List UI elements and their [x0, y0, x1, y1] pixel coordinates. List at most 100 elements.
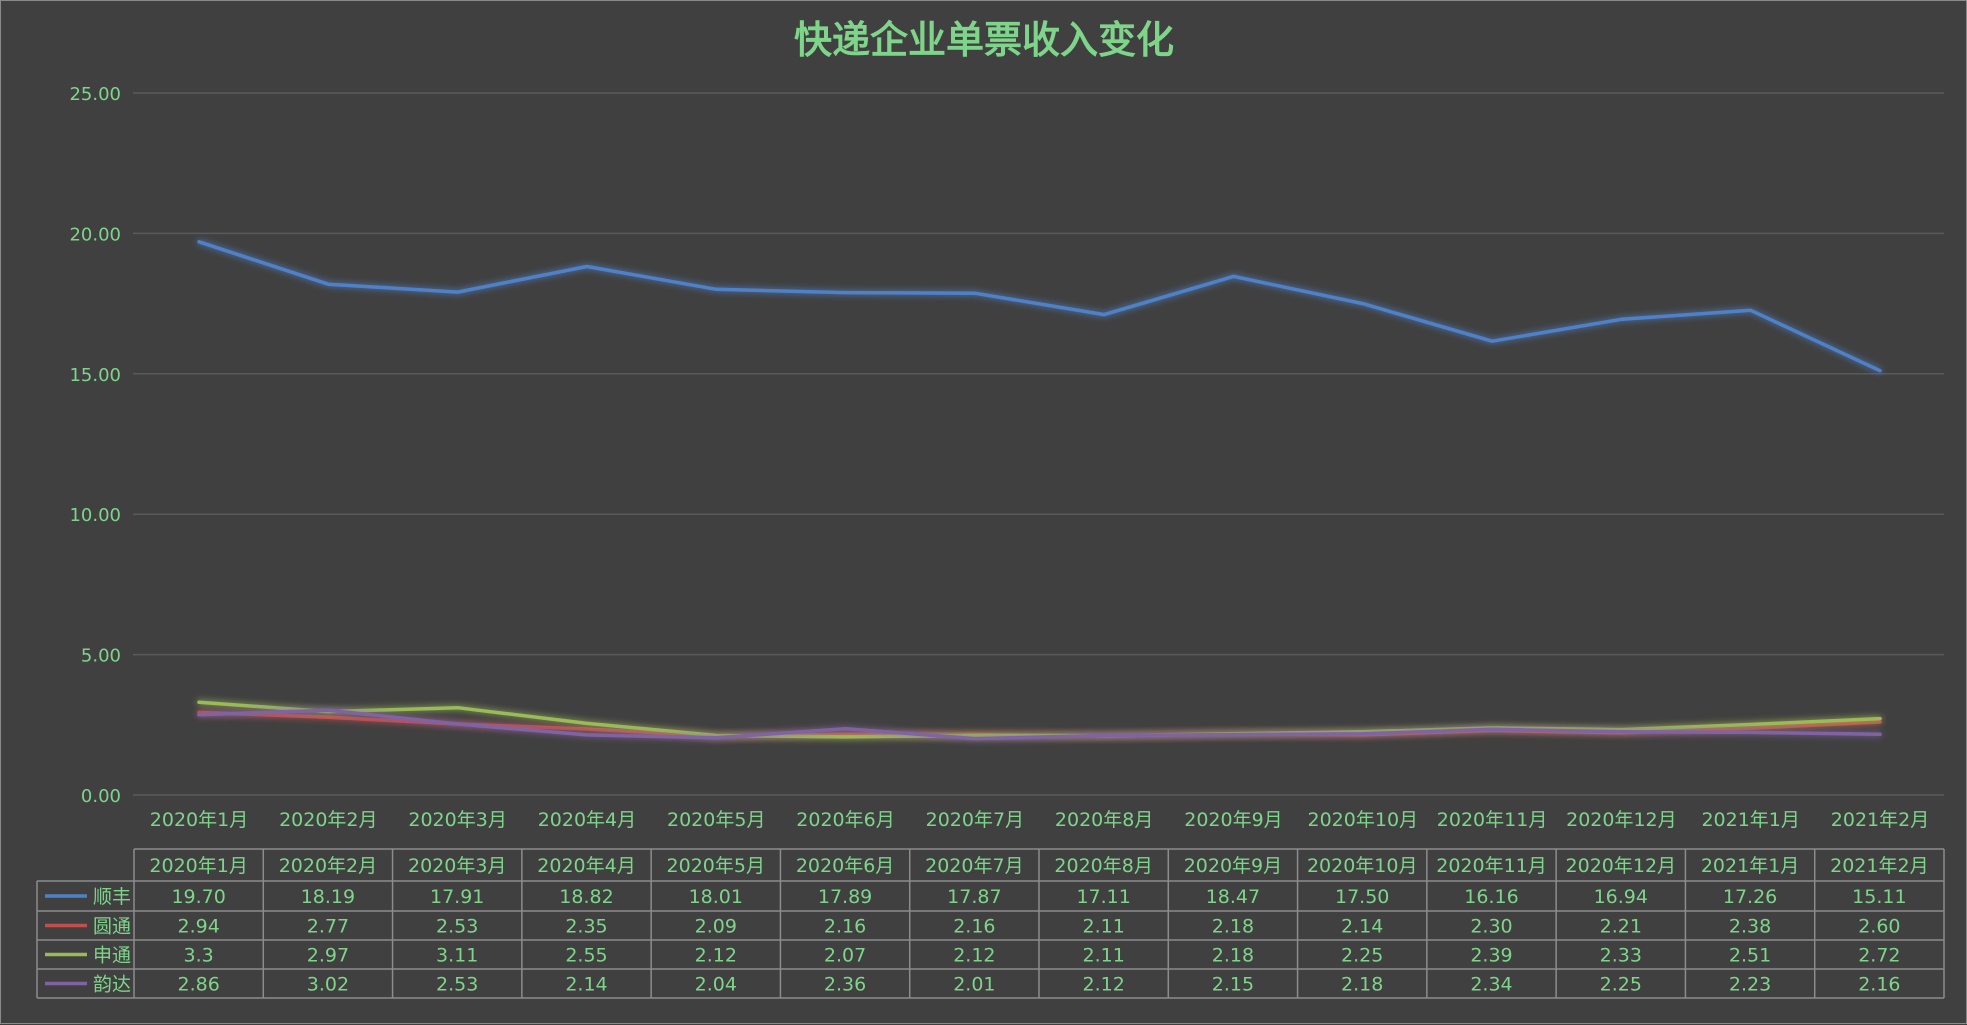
table-value-cell: 2.25: [1600, 974, 1642, 996]
table-value-cell: 2.16: [953, 916, 995, 938]
table-value-cell: 2.35: [565, 916, 607, 938]
table-value-cell: 2.94: [177, 916, 219, 938]
table-value-cell: 2.18: [1212, 916, 1254, 938]
table-value-cell: 2.11: [1082, 945, 1124, 967]
table-header-cell: 2020年1月: [149, 855, 247, 877]
table-value-cell: 17.11: [1076, 886, 1130, 908]
y-tick-label: 20.00: [69, 224, 121, 245]
table-value-cell: 2.97: [307, 945, 349, 967]
table-header-cell: 2020年8月: [1054, 855, 1152, 877]
table-header-cell: 2020年6月: [796, 855, 894, 877]
table-value-cell: 2.12: [1082, 974, 1124, 996]
y-tick-label: 25.00: [69, 84, 121, 105]
table-value-cell: 2.15: [1212, 974, 1254, 996]
series-line-4: [197, 708, 1882, 741]
table-value-cell: 2.21: [1600, 916, 1642, 938]
table-value-cell: 2.38: [1729, 916, 1771, 938]
x-axis-ticks: 2020年1月 2020年2月 2020年3月 2020年4月 2020年5月 2020年…: [150, 809, 1929, 831]
x-tick-label: 2020年11月: [1437, 809, 1548, 831]
table-value-cell: 2.34: [1470, 974, 1512, 996]
table-value-cell: 3.11: [436, 945, 478, 967]
table-header-cell: 2020年2月: [279, 855, 377, 877]
table-value-cell: 17.87: [947, 886, 1001, 908]
table-value-cell: 2.33: [1600, 945, 1642, 967]
table-value-cell: 18.01: [689, 886, 743, 908]
x-tick-label: 2020年3月: [408, 809, 506, 831]
x-tick-label: 2020年1月: [150, 809, 248, 831]
table-value-cell: 2.53: [436, 916, 478, 938]
table-value-cell: 2.16: [1858, 974, 1900, 996]
x-tick-label: 2020年2月: [279, 809, 377, 831]
table-value-cell: 2.14: [1341, 916, 1383, 938]
x-tick-label: 2020年4月: [538, 809, 636, 831]
table-value-cell: 18.47: [1206, 886, 1260, 908]
table-value-cell: 18.19: [301, 886, 355, 908]
table-value-cell: 2.12: [953, 945, 995, 967]
y-tick-label: 5.00: [81, 646, 121, 667]
y-tick-label: 10.00: [69, 505, 121, 526]
table-value-cell: 17.50: [1335, 886, 1389, 908]
table-value-cell: 2.01: [953, 974, 995, 996]
table-value-cell: 2.09: [695, 916, 737, 938]
data-table: 2020年1月 2020年2月 2020年3月 2020年4月 2020年5月 2020年…: [36, 848, 1945, 999]
x-tick-label: 2021年2月: [1831, 809, 1929, 831]
table-value-cell: 19.70: [171, 886, 225, 908]
legend-label-3: 申通: [93, 945, 131, 967]
table-value-cell: 2.07: [824, 945, 866, 967]
table-header-cell: 2020年3月: [408, 855, 506, 877]
table-value-cell: 2.36: [824, 974, 866, 996]
table-value-cell: 2.16: [824, 916, 866, 938]
gridlines: [133, 92, 1944, 796]
table-header-cell: 2020年9月: [1184, 855, 1282, 877]
table-value-cell: 2.86: [177, 974, 219, 996]
table-header-cell: 2021年2月: [1830, 855, 1928, 877]
table-value-cell: 2.04: [695, 974, 737, 996]
table-header-cell: 2020年12月: [1566, 855, 1677, 877]
table-value-cell: 2.12: [695, 945, 737, 967]
series-line-1: [197, 240, 1882, 373]
table-header-cell: 2020年11月: [1436, 855, 1547, 877]
x-tick-label: 2020年7月: [926, 809, 1024, 831]
table-value-cell: 2.39: [1470, 945, 1512, 967]
table-value-cell: 2.77: [307, 916, 349, 938]
table-value-cell: 2.23: [1729, 974, 1771, 996]
table-value-cell: 2.55: [565, 945, 607, 967]
x-tick-label: 2020年6月: [796, 809, 894, 831]
table-value-cell: 2.51: [1729, 945, 1771, 967]
table-value-cell: 2.11: [1082, 916, 1124, 938]
chart-title: 快递企业单票收入变化: [794, 18, 1174, 62]
series-lines: [197, 240, 1882, 741]
table-value-cell: 2.14: [565, 974, 607, 996]
table-value-cell: 2.60: [1858, 916, 1900, 938]
table-value-cell: 2.18: [1212, 945, 1254, 967]
table-value-cell: 3.02: [307, 974, 349, 996]
table-value-cell: 3.3: [184, 945, 214, 967]
table-value-cell: 2.72: [1858, 945, 1900, 967]
table-header-cell: 2020年10月: [1307, 855, 1418, 877]
table-value-cell: 15.11: [1852, 886, 1906, 908]
table-value-cell: 2.18: [1341, 974, 1383, 996]
y-tick-label: 0.00: [81, 786, 121, 807]
table-value-cell: 17.89: [818, 886, 872, 908]
table-value-cell: 18.82: [559, 886, 613, 908]
legend-label-1: 顺丰: [93, 886, 131, 908]
table-value-cell: 16.94: [1594, 886, 1648, 908]
x-tick-label: 2020年9月: [1184, 809, 1282, 831]
x-tick-label: 2020年5月: [667, 809, 765, 831]
y-axis-ticks: 0.00 5.00 10.00 15.00 20.00 25.00: [69, 84, 121, 807]
x-tick-label: 2020年10月: [1308, 809, 1419, 831]
table-value-cell: 17.91: [430, 886, 484, 908]
table-header-cell: 2021年1月: [1701, 855, 1799, 877]
table-value-cell: 2.25: [1341, 945, 1383, 967]
x-tick-label: 2020年12月: [1566, 809, 1677, 831]
table-value-cell: 2.30: [1470, 916, 1512, 938]
table-header-cell: 2020年4月: [537, 855, 635, 877]
table-value-cell: 16.16: [1464, 886, 1518, 908]
legend-label-4: 韵达: [93, 974, 131, 996]
y-tick-label: 15.00: [69, 365, 121, 386]
table-header-cell: 2020年7月: [925, 855, 1023, 877]
x-tick-label: 2020年8月: [1055, 809, 1153, 831]
table-value-cell: 2.53: [436, 974, 478, 996]
